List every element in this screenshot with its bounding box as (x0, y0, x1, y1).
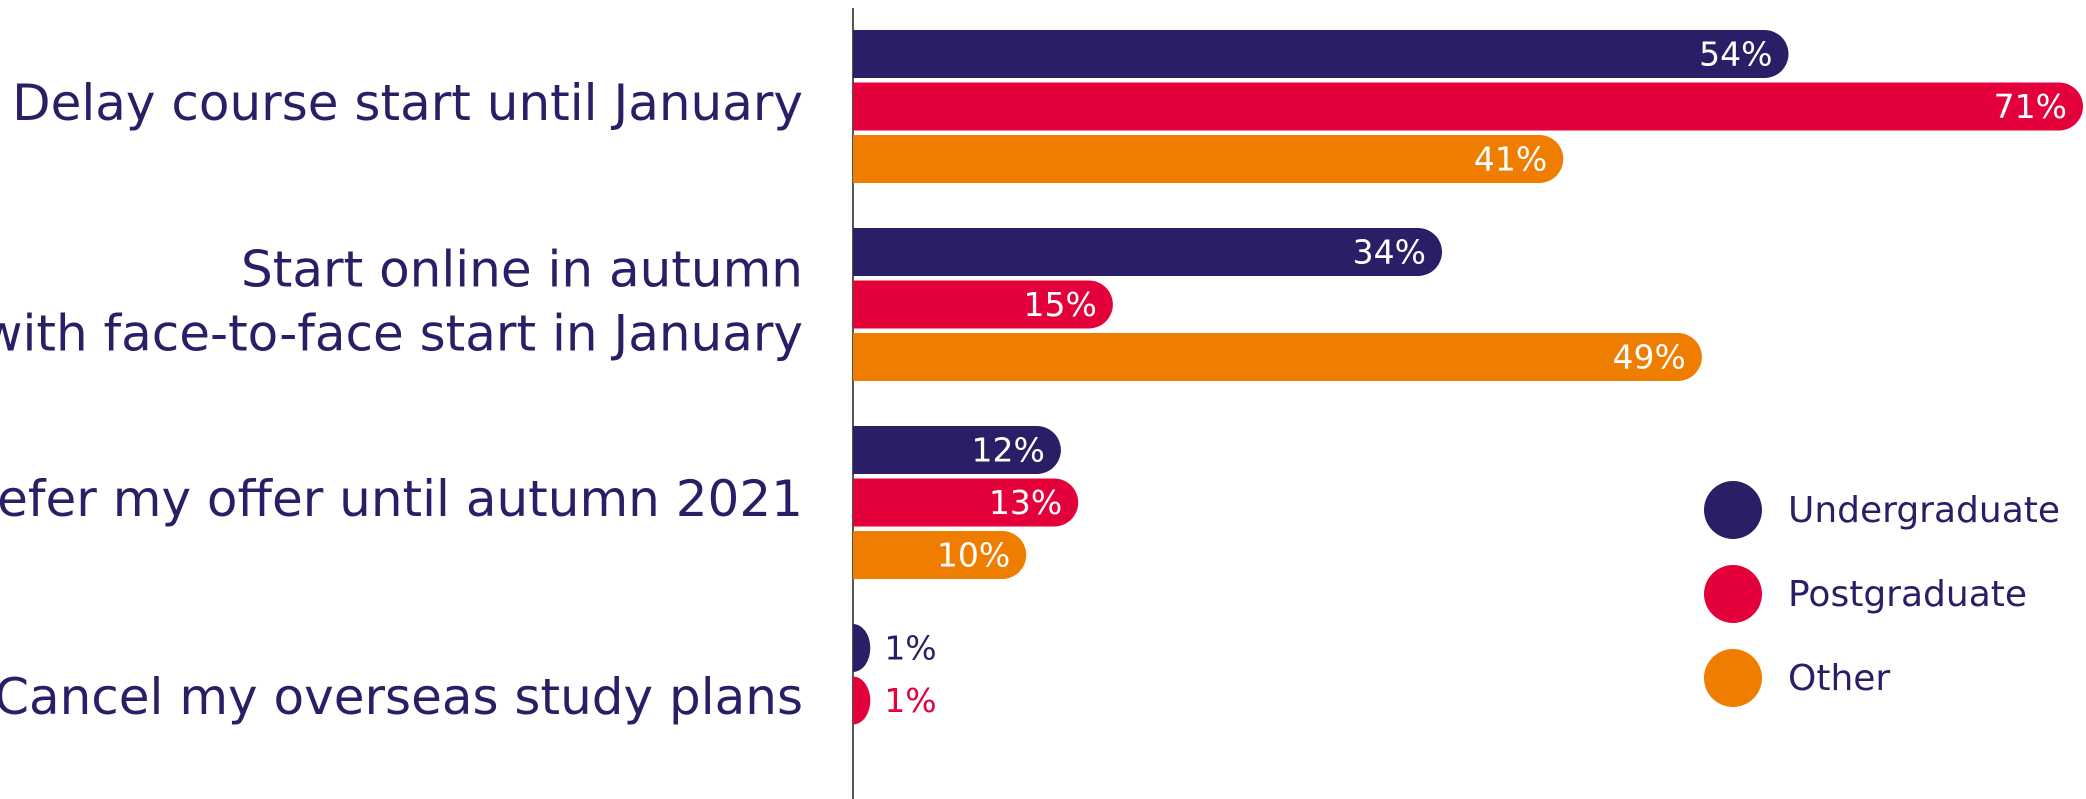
category-label: Delay course start until January (12, 74, 803, 132)
value-label: 71% (1994, 87, 2067, 126)
bar (853, 228, 1443, 276)
legend-label: Undergraduate (1788, 490, 2060, 531)
bar (853, 478, 1079, 527)
legend-swatch (1704, 649, 1762, 707)
value-label: 49% (1613, 338, 1686, 377)
value-label: 54% (1699, 35, 1772, 74)
bar (853, 82, 2083, 131)
value-label: 15% (1023, 285, 1096, 324)
legend-label: Other (1788, 658, 1890, 699)
value-label: 13% (989, 483, 1062, 522)
bar (853, 426, 1061, 474)
value-label: 10% (937, 536, 1010, 575)
legend-swatch (1704, 565, 1762, 623)
bar (853, 333, 1702, 381)
category-label: Defer my offer until autumn 2021 (0, 470, 803, 528)
value-label: 1% (884, 681, 936, 720)
bar (853, 135, 1564, 183)
bar (853, 30, 1789, 78)
value-label: 12% (972, 431, 1045, 470)
value-label: 41% (1474, 140, 1547, 179)
legend-label: Postgraduate (1788, 574, 2027, 615)
bar (853, 531, 1027, 579)
bar (853, 280, 1113, 329)
bar (853, 624, 871, 672)
category-label: Cancel my overseas study plans (0, 668, 803, 726)
value-label: 34% (1353, 233, 1426, 272)
bar (853, 676, 871, 725)
category-label: Start online in autumn with face-to-face … (0, 240, 803, 362)
legend-swatch (1704, 481, 1762, 539)
value-label: 1% (884, 629, 936, 668)
